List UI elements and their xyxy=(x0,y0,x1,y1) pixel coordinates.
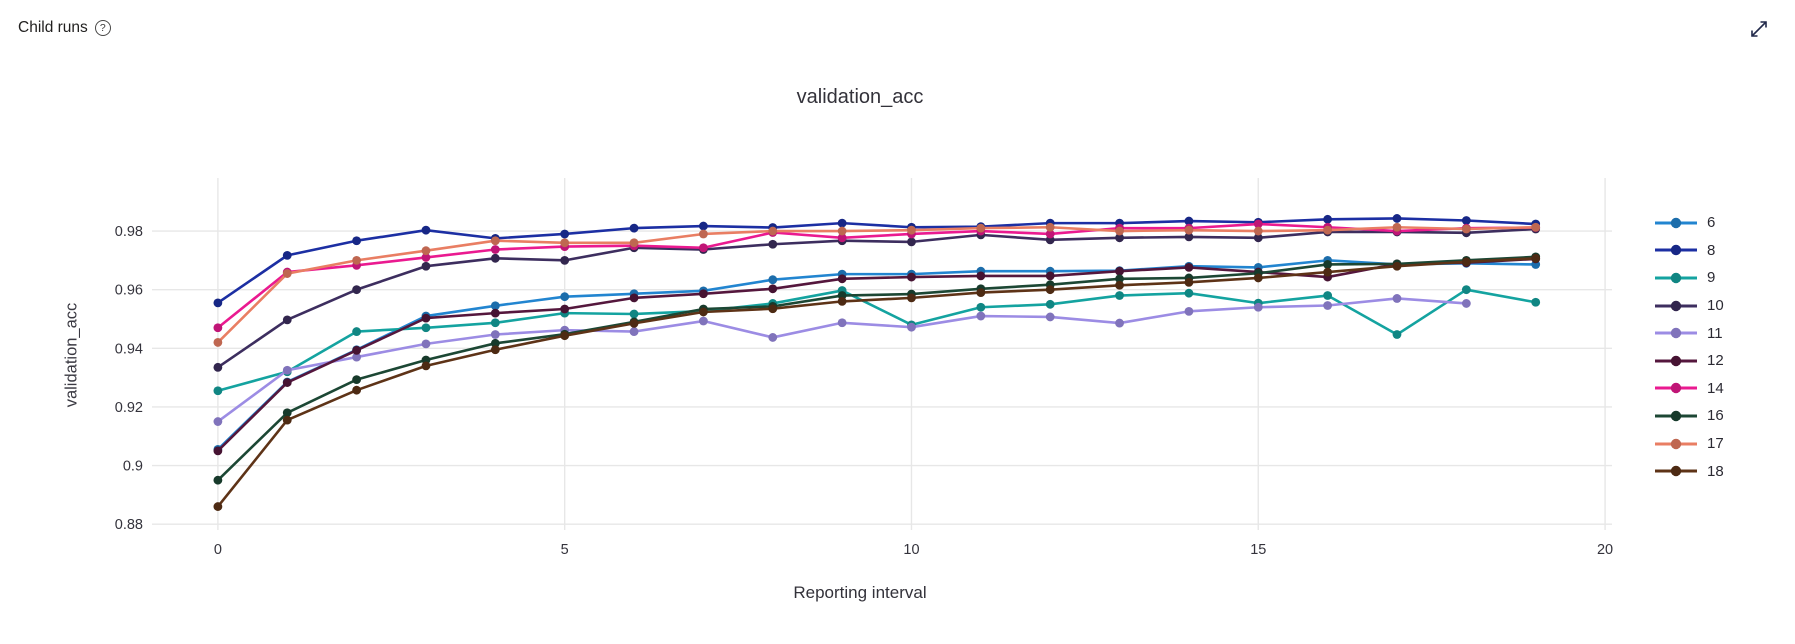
svg-text:5: 5 xyxy=(561,542,569,558)
legend-swatch xyxy=(1655,438,1697,449)
legend-item-14[interactable]: 14 xyxy=(1653,375,1724,403)
svg-text:0.98: 0.98 xyxy=(115,224,143,240)
chart-title: validation_acc xyxy=(796,86,924,108)
legend-swatch xyxy=(1655,300,1697,311)
svg-text:0: 0 xyxy=(214,542,222,558)
legend-label: 17 xyxy=(1707,435,1724,453)
help-icon[interactable]: ? xyxy=(94,20,111,36)
legend-item-10[interactable]: 10 xyxy=(1653,292,1724,320)
legend-item-16[interactable]: 16 xyxy=(1653,402,1724,430)
legend-swatch xyxy=(1655,217,1697,228)
legend-label: 10 xyxy=(1707,297,1724,315)
svg-text:0.96: 0.96 xyxy=(115,283,143,299)
legend-swatch xyxy=(1655,410,1697,422)
series-11[interactable] xyxy=(213,294,1471,426)
legend-swatch xyxy=(1655,327,1697,339)
legend-label: 14 xyxy=(1707,379,1724,397)
legend-item-18[interactable]: 18 xyxy=(1653,457,1724,485)
legend-label: 11 xyxy=(1707,324,1723,342)
series-9[interactable] xyxy=(213,285,1541,396)
legend: 6 8 9 10 11 12 14 16 17 18 xyxy=(1653,209,1724,485)
series-10[interactable] xyxy=(213,224,1541,372)
legend-label: 12 xyxy=(1707,352,1724,370)
legend-item-11[interactable]: 11 xyxy=(1653,319,1724,347)
legend-item-6[interactable]: 6 xyxy=(1653,209,1724,237)
svg-text:0.9: 0.9 xyxy=(123,459,143,475)
x-tick-labels: 0 5 10 15 20 xyxy=(214,542,1613,558)
panel-header: Child runs ? xyxy=(18,19,111,37)
series-18[interactable] xyxy=(213,253,1541,511)
legend-label: 9 xyxy=(1707,269,1716,287)
legend-swatch xyxy=(1655,272,1697,284)
svg-text:0.92: 0.92 xyxy=(115,400,143,416)
y-tick-labels: 0.88 0.9 0.92 0.94 0.96 0.98 xyxy=(115,224,143,533)
legend-item-8[interactable]: 8 xyxy=(1653,237,1724,265)
legend-item-12[interactable]: 12 xyxy=(1653,347,1724,375)
legend-label: 6 xyxy=(1707,214,1716,232)
series-12[interactable] xyxy=(213,254,1541,456)
expand-button[interactable] xyxy=(1744,14,1774,44)
expand-diagonal-icon xyxy=(1751,21,1767,37)
legend-swatch xyxy=(1655,245,1697,256)
series-16[interactable] xyxy=(213,252,1541,485)
series-6[interactable] xyxy=(213,255,1541,454)
svg-text:15: 15 xyxy=(1250,542,1266,558)
legend-label: 8 xyxy=(1707,241,1716,259)
legend-swatch xyxy=(1655,465,1697,477)
legend-label: 16 xyxy=(1707,407,1724,425)
svg-text:0.94: 0.94 xyxy=(115,341,143,357)
x-axis-title: Reporting interval xyxy=(793,583,927,602)
legend-swatch xyxy=(1655,383,1697,394)
panel-title: Child runs xyxy=(18,19,88,36)
legend-item-17[interactable]: 17 xyxy=(1653,430,1724,458)
series-17[interactable] xyxy=(213,222,1541,347)
series-14[interactable] xyxy=(213,219,1541,333)
legend-swatch xyxy=(1655,355,1697,366)
legend-label: 18 xyxy=(1707,462,1724,480)
svg-text:0.88: 0.88 xyxy=(115,517,143,533)
svg-text:20: 20 xyxy=(1597,542,1613,558)
legend-item-9[interactable]: 9 xyxy=(1653,264,1724,292)
svg-text:10: 10 xyxy=(903,542,919,558)
